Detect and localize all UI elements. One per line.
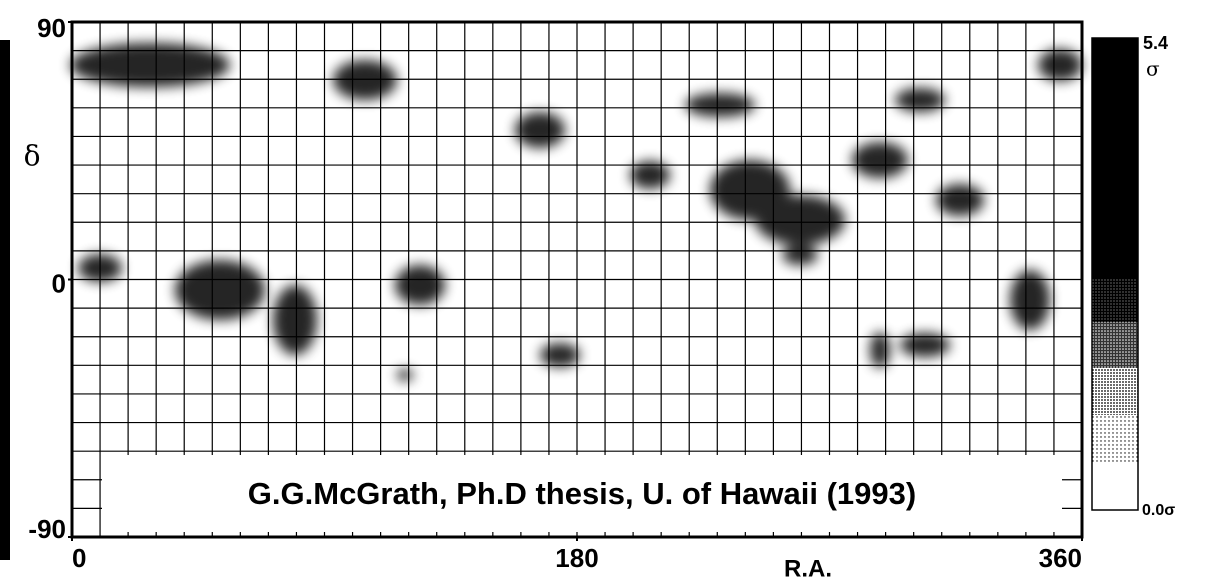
colorbar-level <box>1092 38 1138 278</box>
x-tick-label: 360 <box>1039 543 1082 573</box>
sky-density <box>70 43 1082 381</box>
colorbar: 5.4 σ 0.0σ <box>1091 33 1175 519</box>
side-bar <box>0 40 10 560</box>
colorbar-top-label: 5.4 <box>1143 33 1168 53</box>
x-tick-label: 0 <box>72 543 86 573</box>
colorbar-frame <box>1091 37 1139 511</box>
x-axis-label: R.A. <box>784 555 832 582</box>
colorbar-bottom-label: 0.0σ <box>1142 502 1175 519</box>
colorbar-level <box>1092 415 1138 462</box>
y-tick-label: -90 <box>28 514 66 544</box>
colorbar-level <box>1092 322 1138 368</box>
y-tick-label: 0 <box>52 268 66 298</box>
y-axis-label: δ <box>24 140 41 173</box>
colorbar-level <box>1092 278 1138 322</box>
colorbar-unit: σ <box>1146 57 1160 81</box>
annotation-box <box>102 455 1062 532</box>
annotation: G.G.McGrath, Ph.D thesis, U. of Hawaii (… <box>248 476 916 511</box>
colorbar-level <box>1092 462 1138 510</box>
y-tick-label: 90 <box>37 13 66 43</box>
colorbar-level <box>1092 368 1138 415</box>
x-tick-label: 180 <box>555 543 598 573</box>
